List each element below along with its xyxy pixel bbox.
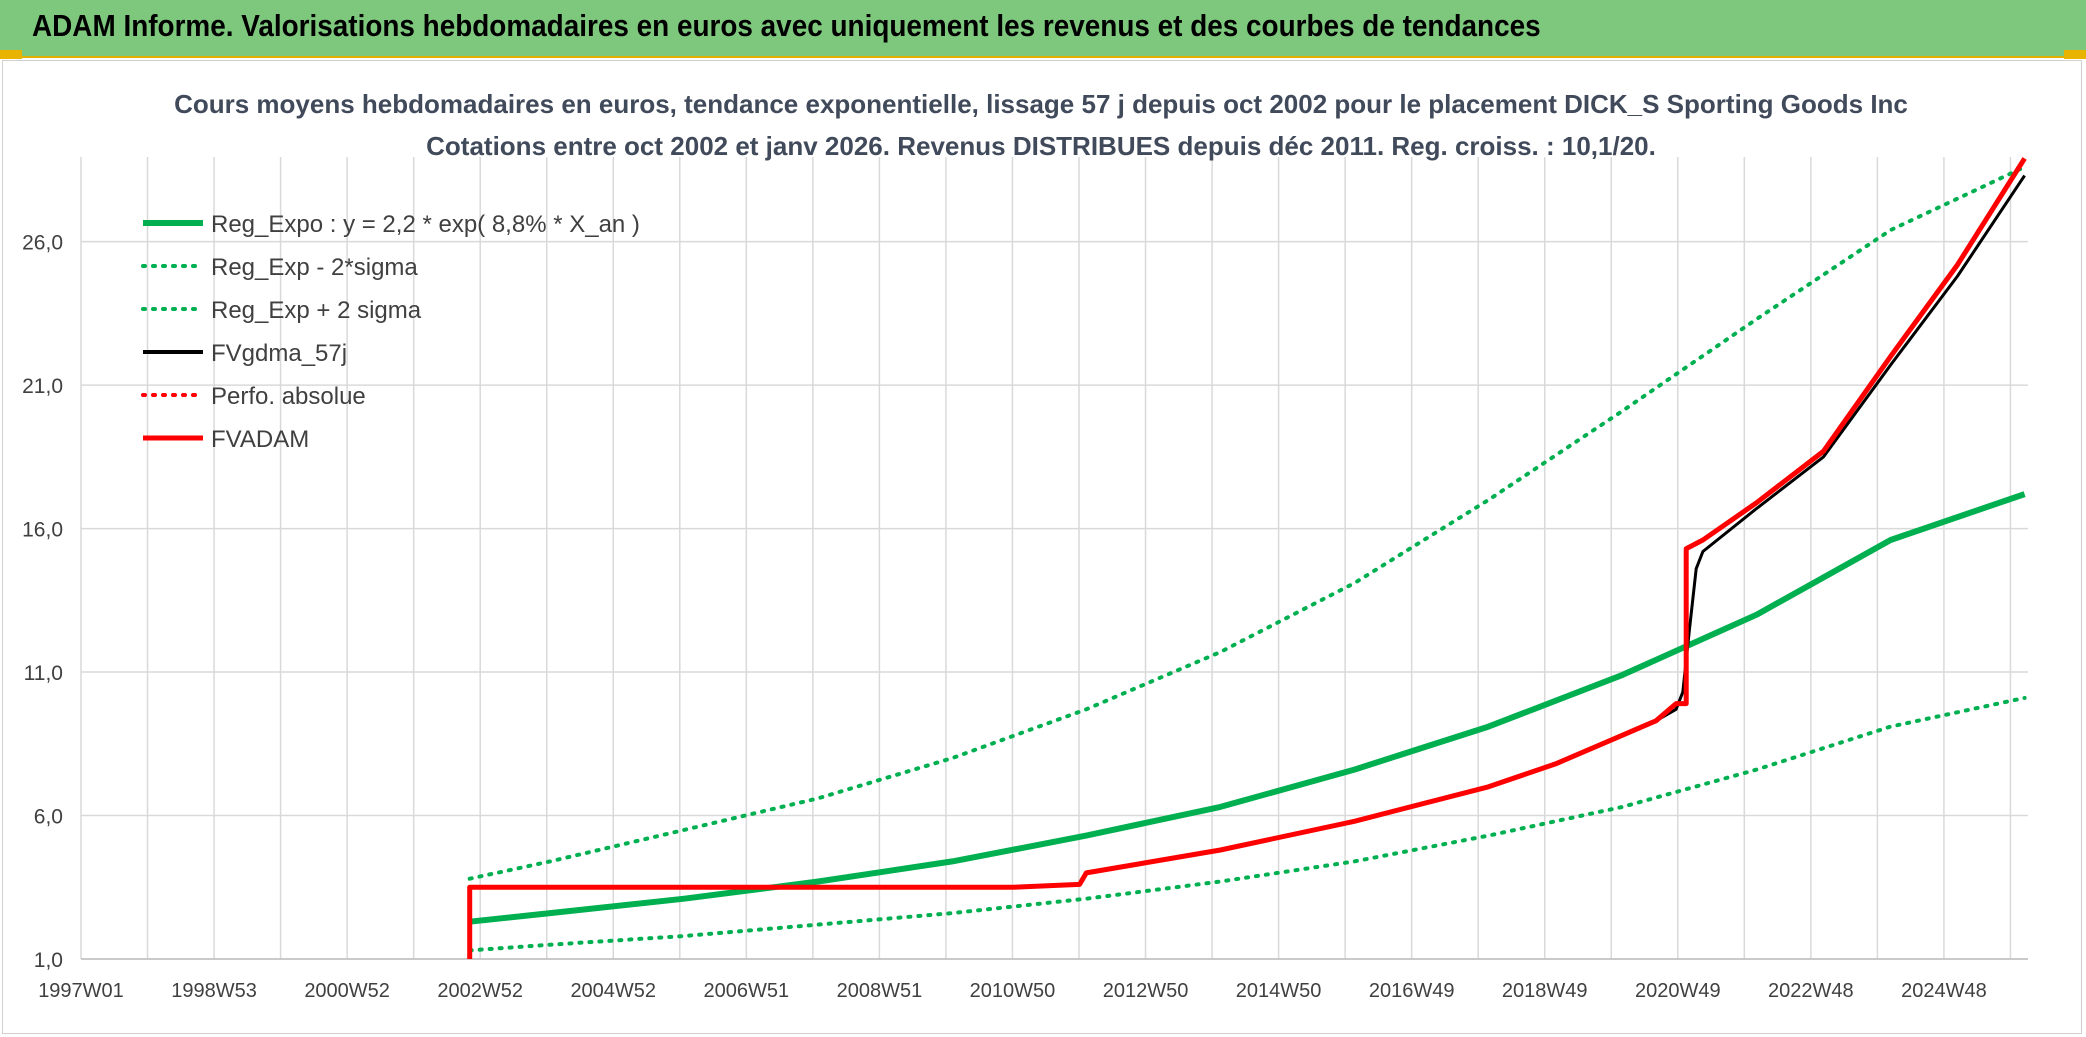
- x-tick-label: 2002W52: [437, 980, 523, 1002]
- banner-corner-right: [2064, 50, 2086, 59]
- x-tick-label: 2018W49: [1502, 980, 1588, 1002]
- legend-label: FVADAM: [211, 426, 309, 453]
- y-tick-label: 26,0: [22, 232, 63, 255]
- report-banner: ADAM Informe. Valorisations hebdomadaire…: [0, 0, 2086, 58]
- x-tick-label: 2010W50: [970, 980, 1056, 1002]
- x-tick-label: 2020W49: [1635, 980, 1721, 1002]
- line-chart: 1,0 6,0 11,0 16,0 21,0 26,0 1997W01 1998W53 2000…: [22, 89, 2028, 1002]
- legend: Reg_Expo : y = 2,2 * exp( 8,8% * X_an ) R…: [141, 211, 640, 453]
- x-tick-label: 2022W48: [1768, 980, 1854, 1002]
- series-line-5: [467, 157, 2027, 959]
- x-tick-label: 2006W51: [704, 980, 790, 1002]
- axes: 1,0 6,0 11,0 16,0 21,0 26,0 1997W01 1998W53 2000…: [22, 232, 2028, 1002]
- x-tick-label: 1997W01: [38, 980, 124, 1002]
- series-line-1: [467, 695, 2027, 953]
- chart-frame: 1,0 6,0 11,0 16,0 21,0 26,0 1997W01 1998W53 2000…: [2, 60, 2082, 1034]
- chart-title: Cours moyens hebdomadaires en euros, ten…: [174, 89, 1908, 119]
- x-tick-label: 2000W52: [304, 980, 390, 1002]
- y-tick-label: 11,0: [24, 662, 63, 685]
- legend-label: Reg_Expo : y = 2,2 * exp( 8,8% * X_an ): [211, 211, 640, 238]
- legend-label: FVgdma_57j: [211, 340, 347, 367]
- legend-label: Reg_Exp + 2 sigma: [211, 297, 422, 324]
- x-tick-label: 1998W53: [171, 980, 257, 1002]
- report-title: ADAM Informe. Valorisations hebdomadaire…: [32, 8, 1541, 43]
- x-tick-label: 2014W50: [1236, 980, 1322, 1002]
- legend-label: Reg_Exp - 2*sigma: [211, 254, 418, 281]
- x-tick-label: 2024W48: [1901, 980, 1987, 1002]
- x-tick-label: 2008W51: [837, 980, 923, 1002]
- x-tick-label: 2012W50: [1103, 980, 1189, 1002]
- y-tick-label: 1,0: [34, 949, 63, 972]
- legend-label: Perfo. absolue: [211, 383, 366, 410]
- banner-corner-left: [0, 50, 22, 59]
- chart-subtitle: Cotations entre oct 2002 et janv 2026. R…: [426, 131, 1656, 161]
- series-line-0: [469, 491, 2026, 925]
- y-tick-label: 21,0: [22, 375, 63, 398]
- series-line-2: [467, 165, 2027, 881]
- series-layer: [467, 157, 2027, 959]
- y-tick-label: 6,0: [34, 806, 63, 829]
- series-line-3: [469, 174, 2026, 889]
- x-tick-label: 2004W52: [570, 980, 656, 1002]
- y-tick-label: 16,0: [22, 519, 63, 542]
- x-tick-label: 2016W49: [1369, 980, 1455, 1002]
